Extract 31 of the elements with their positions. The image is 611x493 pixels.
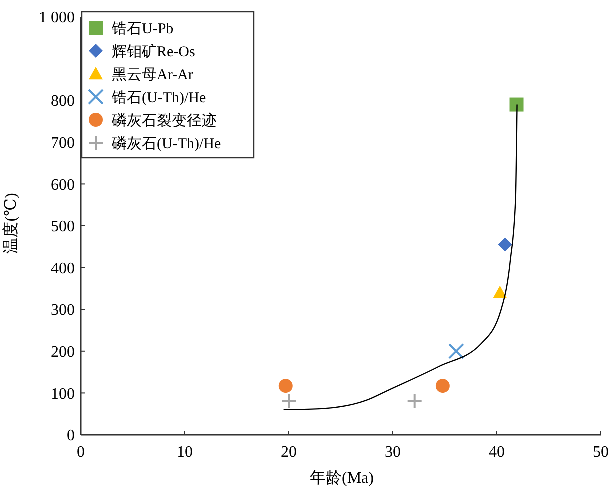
y-tick-label: 500 (51, 218, 75, 236)
legend-label: 磷灰石(U-Th)/He (111, 135, 222, 152)
point (448, 343, 464, 360)
y-tick-label: 700 (51, 135, 75, 152)
point (493, 286, 508, 298)
x-tick-label: 20 (281, 444, 297, 461)
point (498, 238, 512, 252)
x-tick-label: 40 (489, 444, 505, 461)
y-tick-label: 200 (51, 344, 75, 361)
x-tick-label: 50 (593, 444, 609, 461)
y-tick-label: 300 (51, 302, 75, 320)
y-tick-label: 600 (51, 176, 75, 194)
legend-label: 锆石(U-Th)/He (111, 90, 206, 106)
point (406, 394, 423, 410)
x-tick-label: 30 (385, 444, 401, 461)
y-tick-label: 100 (51, 386, 75, 403)
y-axis-title: 温度(℃) (2, 193, 20, 254)
x-axis-title: 年龄(Ma) (310, 470, 374, 487)
y-tick-label: 1 000 (39, 10, 75, 27)
legend-label: 磷灰石裂变径迹 (111, 112, 217, 130)
legend-label: 辉钼矿Re-Os (112, 43, 196, 60)
y-tick-label: 400 (51, 260, 75, 278)
legend-label: 黑云母Ar-Ar (112, 67, 194, 84)
point (278, 379, 293, 394)
point (281, 394, 297, 410)
point (436, 379, 450, 394)
legend-label: 锆石U-Pb (111, 21, 174, 38)
x-tick-label: 10 (177, 444, 193, 461)
point (510, 98, 524, 112)
y-tick-label: 0 (67, 428, 75, 445)
y-tick-label: 800 (51, 93, 75, 110)
